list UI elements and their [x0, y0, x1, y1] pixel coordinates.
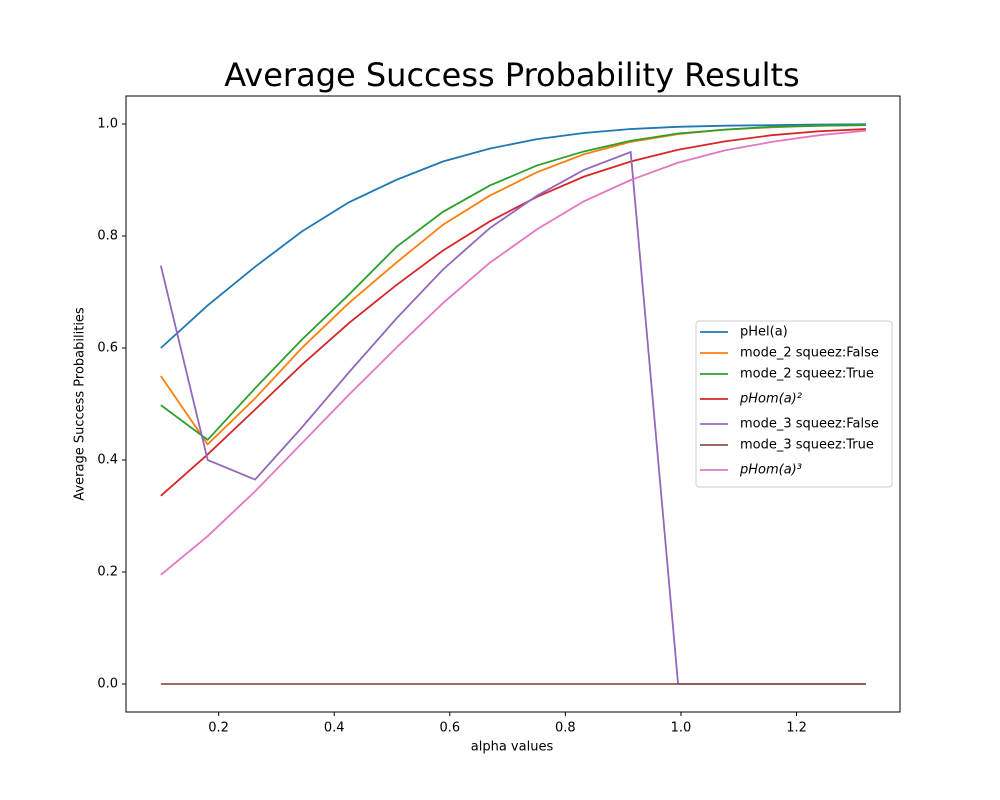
- y-tick-label: 0.2: [97, 565, 118, 580]
- y-tick-label: 0.8: [97, 229, 118, 244]
- x-tick-label: 0.6: [439, 721, 460, 736]
- x-tick-label: 0.2: [208, 721, 229, 736]
- y-tick-label: 0.4: [97, 453, 118, 468]
- legend-label: mode_3 squeez:False: [740, 417, 879, 432]
- y-tick-label: 1.0: [97, 117, 118, 132]
- legend-label: mode_3 squeez:True: [740, 438, 874, 453]
- plot-frame: [125, 95, 901, 713]
- legend-label: mode_2 squeez:True: [740, 367, 874, 382]
- y-axis-label: Average Success Probabilities: [73, 307, 88, 501]
- legend-label: mode_2 squeez:False: [740, 346, 879, 361]
- legend-label: pHom(a)³: [739, 463, 802, 478]
- x-tick-label: 1.2: [786, 721, 807, 736]
- series-line: [160, 128, 866, 497]
- legend-box: [695, 320, 893, 488]
- x-tick-label: 0.8: [555, 721, 576, 736]
- x-tick-label: 0.4: [324, 721, 345, 736]
- y-tick-label: 0.6: [97, 341, 118, 356]
- legend-label: pHel(a): [740, 325, 788, 340]
- x-tick-label: 1.0: [671, 721, 692, 736]
- y-tick-label: 0.0: [97, 677, 118, 692]
- x-axis-label: alpha values: [471, 740, 554, 755]
- chart-title: Average Success Probability Results: [224, 56, 799, 94]
- series-line: [160, 123, 866, 349]
- legend-label: pHom(a)²: [739, 392, 802, 407]
- series-line: [160, 124, 866, 442]
- series-line: [160, 129, 866, 576]
